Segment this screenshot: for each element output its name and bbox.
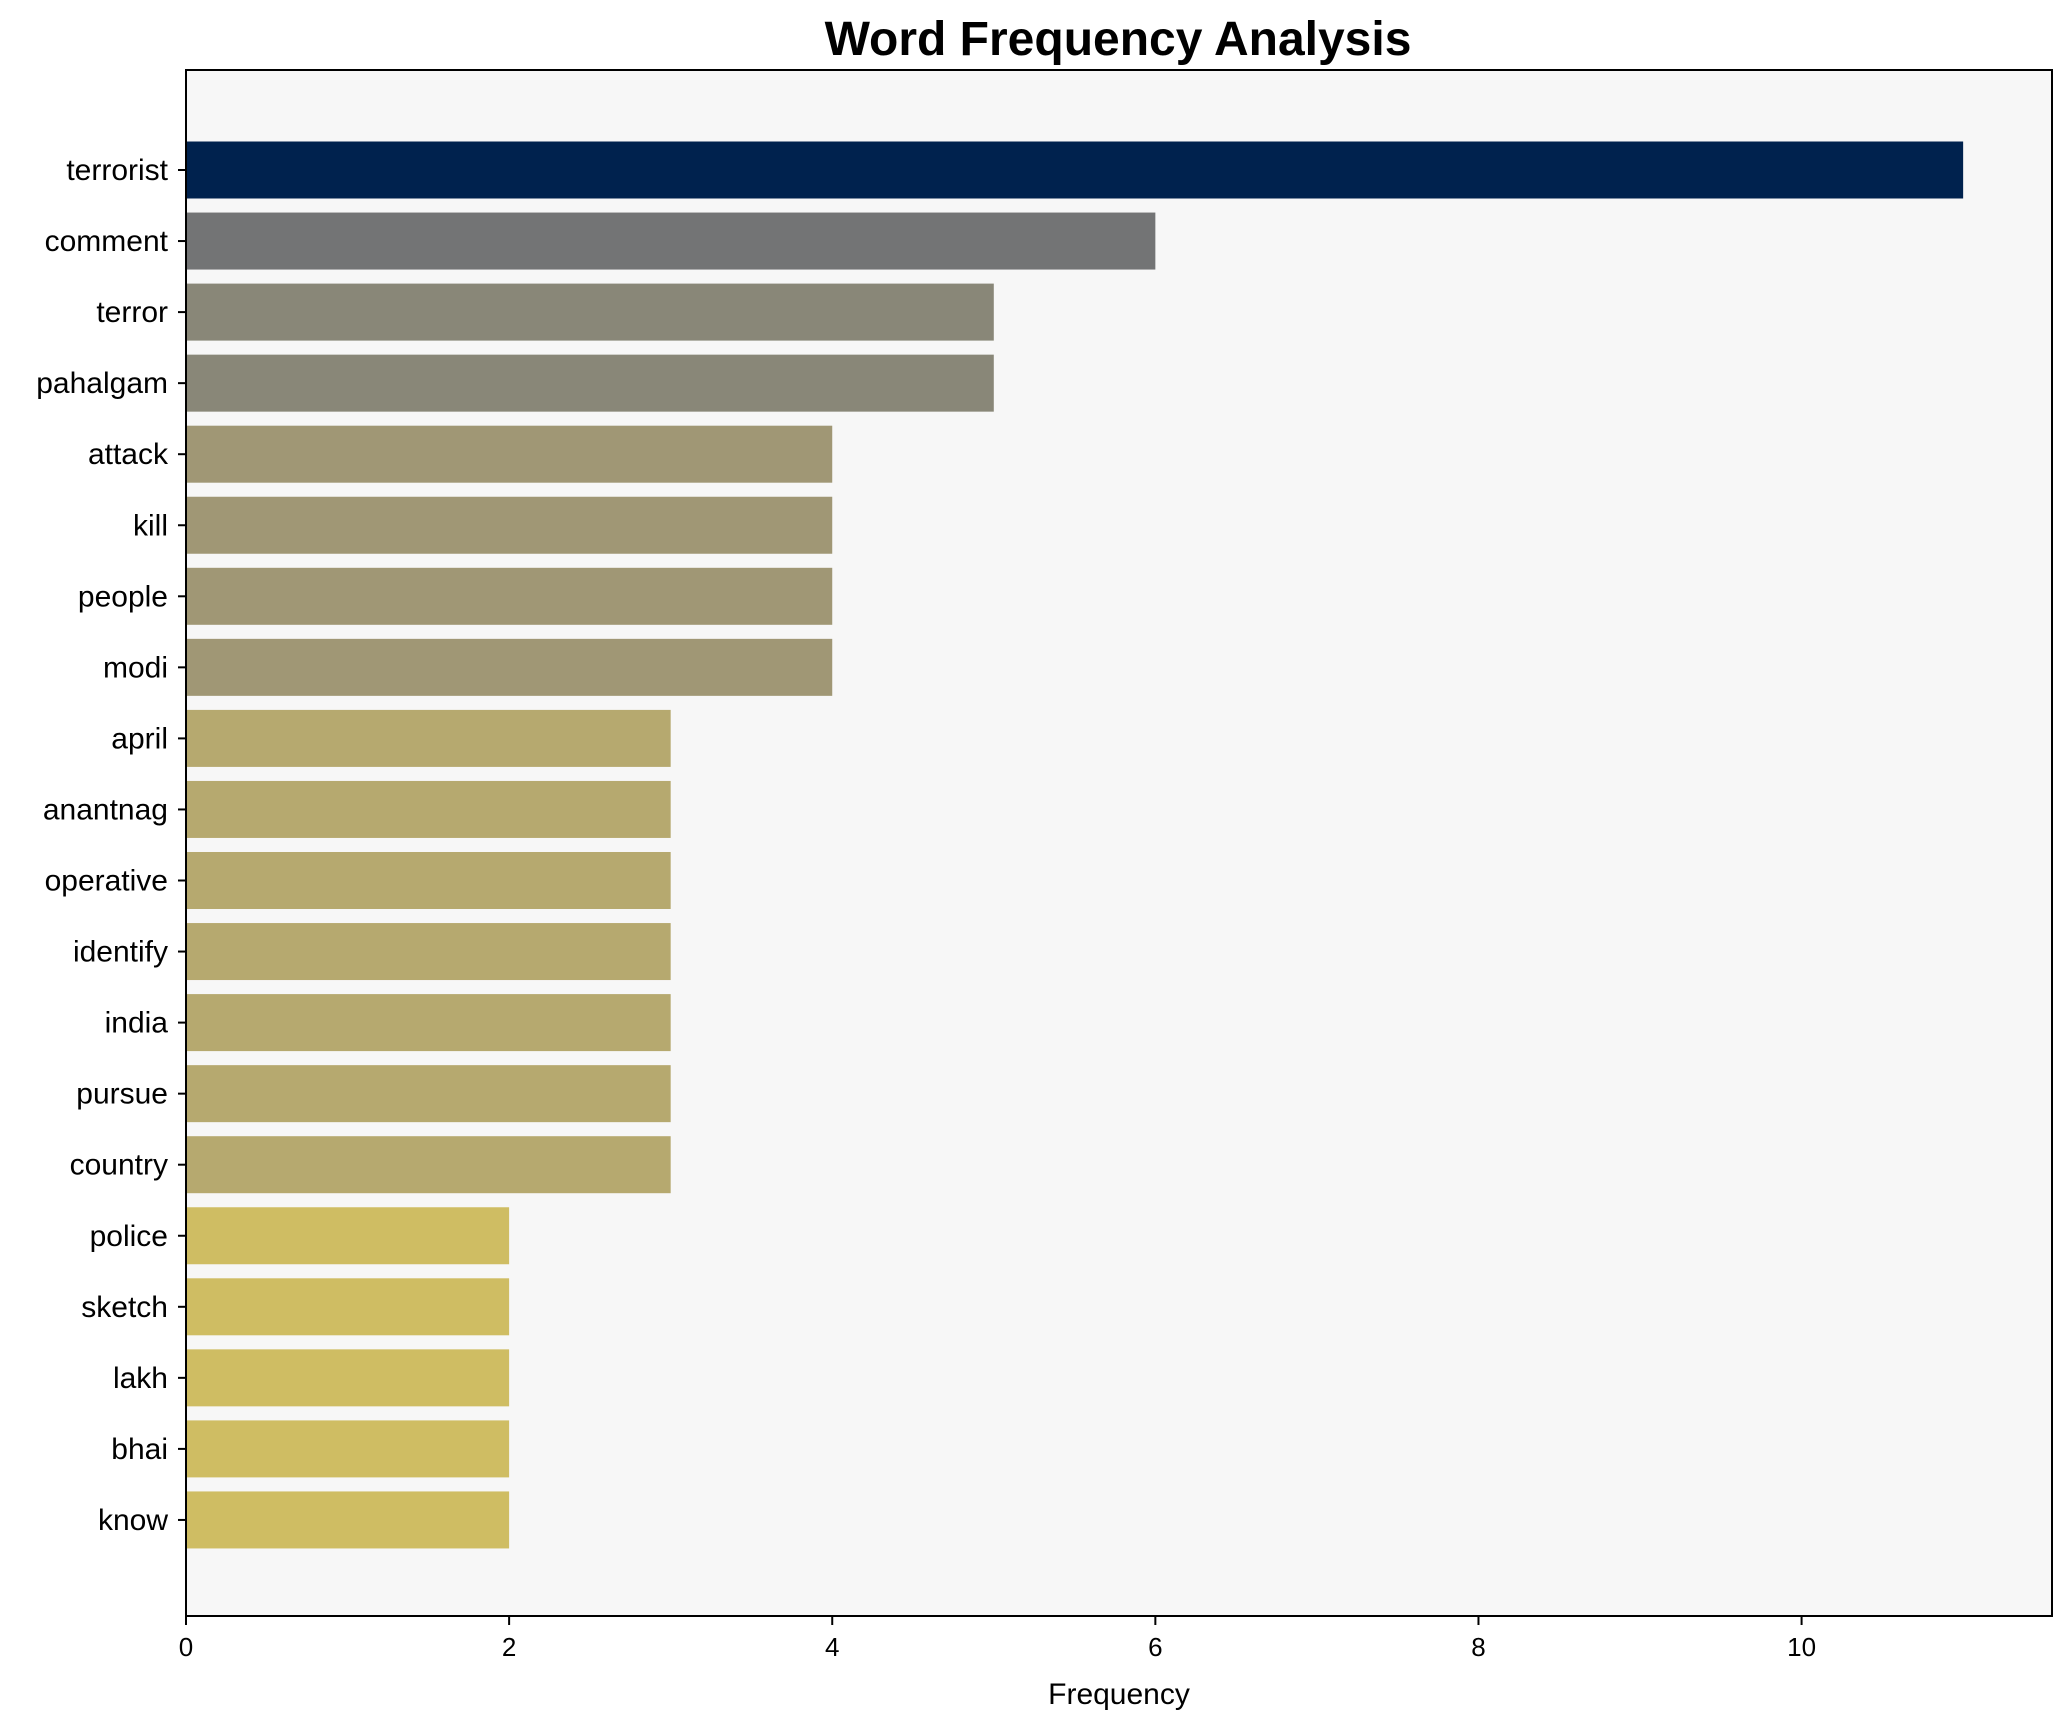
chart-title: Word Frequency Analysis [825,13,1412,66]
category-label-people: people [78,580,168,613]
bar-lakh [186,1349,510,1407]
bar-attack [186,425,833,483]
x-axis-ticks: 0 2 4 6 8 10 [179,1616,1816,1662]
category-label-attack: attack [88,438,169,471]
category-label-terror: terror [96,296,168,329]
bar-people [186,567,833,625]
x-tick-label: 8 [1471,1632,1485,1662]
bar-pursue [186,1065,671,1123]
category-label-bhai: bhai [111,1433,168,1466]
category-label-april: april [111,722,168,755]
category-label-terrorist: terrorist [66,154,168,187]
bar-pahalgam [186,354,994,412]
category-label-pahalgam: pahalgam [36,367,168,400]
bar-india [186,994,671,1052]
bar-comment [186,212,1156,270]
bar-kill [186,496,833,554]
category-label-comment: comment [45,225,169,258]
bar-police [186,1207,510,1265]
category-label-know: know [98,1504,168,1537]
x-tick-label: 2 [502,1632,516,1662]
bar-modi [186,638,833,696]
x-tick-label: 6 [1148,1632,1162,1662]
category-label-modi: modi [103,651,168,684]
bar-identify [186,923,671,981]
category-label-kill: kill [133,509,168,542]
category-label-operative: operative [45,865,168,898]
x-axis-title: Frequency [1048,1678,1190,1711]
bar-know [186,1491,510,1549]
x-tick-label: 0 [179,1632,193,1662]
x-tick-label: 4 [825,1632,839,1662]
category-label-anantnag: anantnag [43,793,168,826]
plot-frame [185,69,2053,1617]
category-label-sketch: sketch [81,1291,168,1324]
category-label-pursue: pursue [76,1078,168,1111]
bar-terror [186,283,994,341]
bar-sketch [186,1278,510,1336]
bars-layer [186,141,1964,1549]
bar-bhai [186,1420,510,1478]
category-labels: terrorist comment terror pahalgam attack kill… [36,154,186,1537]
category-label-country: country [70,1149,168,1182]
category-label-police: police [90,1220,168,1253]
category-label-india: india [105,1007,169,1040]
category-label-identify: identify [73,936,168,969]
bar-anantnag [186,780,671,838]
bar-operative [186,852,671,909]
bar-terrorist [186,141,1964,199]
bar-country [186,1136,671,1194]
x-tick-label: 10 [1787,1632,1816,1662]
bar-april [186,709,671,767]
category-label-lakh: lakh [113,1362,168,1395]
